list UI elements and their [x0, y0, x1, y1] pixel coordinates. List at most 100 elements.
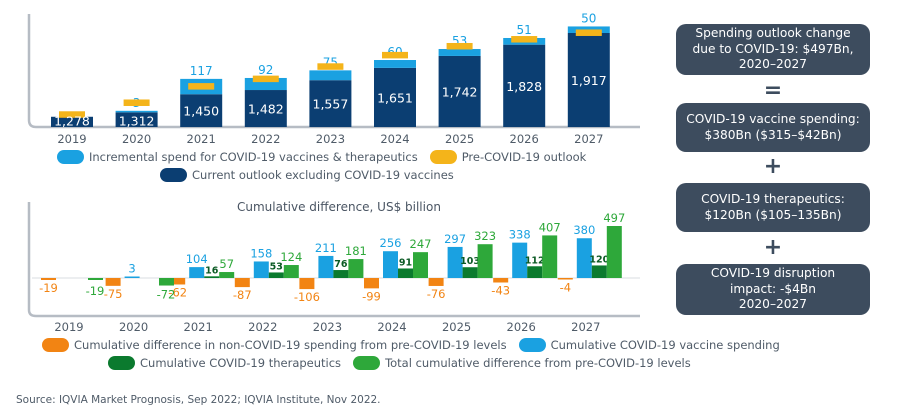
label-current-outlook: 1,312	[119, 114, 155, 129]
x-tick-label: 2025	[445, 132, 474, 146]
label-total-difference: 247	[410, 237, 432, 251]
x-tick-label: 2021	[184, 320, 213, 334]
legend-item-vaccine: Cumulative COVID-19 vaccine spending	[518, 338, 780, 352]
bar-incremental	[374, 60, 416, 68]
label-vaccine-spending: 380	[573, 223, 595, 237]
label-incremental: 117	[190, 64, 213, 78]
label-current-outlook: 1,828	[506, 79, 542, 94]
x-tick-label: 2026	[507, 320, 536, 334]
x-tick-label: 2020	[119, 320, 148, 334]
label-noncovid-difference: -75	[104, 287, 123, 301]
bar-noncovid-difference	[493, 278, 509, 283]
bar-total-difference	[283, 265, 299, 278]
bar-therapeutics	[398, 268, 413, 278]
legend-item-current-outlook: Current outlook excluding COVID-19 vacci…	[160, 168, 454, 182]
label-current-outlook: 1,482	[248, 102, 284, 117]
bar-total-difference	[348, 259, 364, 278]
marker-pre-covid	[575, 29, 602, 36]
marker-pre-covid	[446, 42, 473, 50]
marker-pre-covid	[511, 36, 538, 43]
label-total-difference: 124	[280, 250, 302, 264]
bar-noncovid-difference	[105, 278, 121, 286]
label-therapeutics: 112	[525, 255, 545, 266]
x-tick-label: 2022	[251, 132, 280, 146]
x-tick-label: 2019	[54, 320, 83, 334]
label-therapeutics: 120	[589, 254, 609, 265]
bar-therapeutics	[591, 265, 607, 278]
legend-item-total: Total cumulative difference from pre-COV…	[353, 356, 691, 370]
bottom-chart-title: Cumulative difference, US$ billion	[237, 200, 441, 214]
bar-current-outlook	[51, 116, 93, 127]
label-total-difference: 181	[345, 244, 367, 258]
legend-swatch-pre-covid	[429, 150, 457, 164]
marker-pre-covid	[317, 63, 344, 70]
bar-total-difference	[159, 278, 174, 286]
label-total-difference: 407	[539, 220, 561, 234]
summary-box-disruption: COVID-19 disruption impact: -$4Bn 2020–2…	[676, 264, 870, 315]
label-noncovid-difference: -62	[168, 285, 187, 299]
x-tick-label: 2022	[248, 320, 277, 334]
bar-current-outlook	[244, 90, 287, 127]
label-therapeutics: 16	[205, 265, 219, 276]
label-vaccine-spending: 158	[250, 246, 272, 260]
bar-total-difference	[542, 235, 558, 278]
equals-sign: =	[763, 78, 783, 103]
legend-label-total: Total cumulative difference from pre-COV…	[385, 356, 691, 370]
bottom-legend-row-2: Cumulative COVID-19 therapeutics Total c…	[108, 356, 703, 370]
x-tick-label: 2025	[442, 320, 471, 334]
label-vaccine-spending: 297	[444, 232, 466, 246]
x-tick-label: 2023	[316, 132, 345, 146]
x-tick-label: 2024	[380, 132, 409, 146]
top-legend-row-2: Current outlook excluding COVID-19 vacci…	[160, 168, 466, 182]
x-tick-label: 2021	[187, 132, 216, 146]
bar-total-difference	[477, 244, 493, 278]
label-therapeutics: 53	[270, 261, 283, 272]
bar-current-outlook	[503, 44, 546, 127]
label-noncovid-difference: -99	[362, 289, 381, 303]
label-vaccine-spending: 338	[509, 228, 531, 242]
label-incremental: 92	[258, 63, 273, 77]
top-legend-row-1: Incremental spend for COVID-19 vaccines …	[57, 150, 598, 164]
legend-swatch-therapeutics	[108, 356, 135, 370]
marker-pre-covid	[252, 75, 279, 83]
plus-sign-1: +	[763, 154, 783, 179]
bar-current-outlook	[374, 67, 416, 127]
label-total-difference: -72	[157, 288, 176, 302]
bar-incremental	[115, 110, 158, 113]
label-vaccine-spending: 211	[315, 241, 337, 255]
label-current-outlook: 1,742	[442, 84, 478, 99]
legend-swatch-current-outlook	[160, 168, 187, 182]
legend-label-vaccine: Cumulative COVID-19 vaccine spending	[550, 338, 780, 352]
bar-incremental	[309, 70, 352, 81]
marker-pre-covid	[123, 99, 150, 106]
label-current-outlook: 1,450	[183, 104, 219, 119]
summary-box-vaccine: COVID-19 vaccine spending: $380Bn ($315–…	[676, 103, 870, 152]
plus-sign-2: +	[763, 235, 783, 260]
label-therapeutics: 91	[399, 257, 412, 268]
bar-total-difference	[88, 278, 103, 280]
bar-therapeutics	[333, 270, 349, 278]
source-note: Source: IQVIA Market Prognosis, Sep 2022…	[16, 394, 381, 406]
label-vaccine-spending: 104	[186, 252, 208, 266]
legend-swatch-vaccine	[518, 338, 546, 352]
label-current-outlook: 1,651	[377, 90, 413, 105]
legend-item-therapeutics: Cumulative COVID-19 therapeutics	[108, 356, 341, 370]
bar-therapeutics	[268, 272, 284, 278]
legend-label-therapeutics: Cumulative COVID-19 therapeutics	[140, 356, 342, 370]
label-current-outlook: 1,278	[54, 114, 90, 129]
x-tick-label: 2026	[510, 132, 539, 146]
x-tick-label: 2027	[571, 320, 600, 334]
bar-current-outlook	[115, 112, 158, 127]
label-total-difference: 57	[219, 257, 234, 271]
label-noncovid-difference: -19	[39, 281, 58, 295]
label-incremental: 50	[581, 11, 596, 25]
label-current-outlook: 1,557	[313, 97, 349, 112]
bar-vaccine-spending	[512, 242, 528, 278]
x-tick-label: 2024	[377, 320, 406, 334]
x-tick-label: 2027	[574, 132, 603, 146]
bar-current-outlook	[438, 55, 481, 127]
top-chart: 1,278201931,31220201171,4502021921,48220…	[27, 11, 640, 146]
bar-therapeutics	[462, 267, 478, 278]
